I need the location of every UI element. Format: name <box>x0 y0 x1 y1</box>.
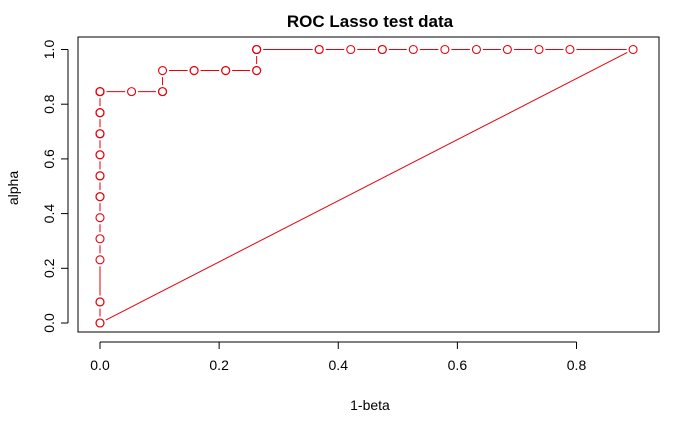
y-tick-label: 1.0 <box>41 40 57 60</box>
data-point <box>565 44 575 55</box>
data-point <box>252 66 262 76</box>
data-point <box>221 66 231 76</box>
data-point <box>628 44 638 55</box>
y-tick-label: 0.8 <box>41 94 57 114</box>
data-point <box>408 44 418 55</box>
x-tick-label: 0.2 <box>209 357 229 373</box>
data-point <box>534 44 544 55</box>
data-point <box>346 44 356 55</box>
data-point <box>95 150 105 160</box>
data-point <box>95 192 105 202</box>
data-point <box>127 87 137 97</box>
data-point <box>252 44 262 55</box>
data-point <box>157 66 168 76</box>
data-point <box>471 44 481 55</box>
data-point <box>189 66 199 76</box>
data-point <box>95 171 105 181</box>
data-point <box>502 44 512 55</box>
data-point <box>157 87 168 97</box>
y-tick-label: 0.0 <box>41 313 57 333</box>
data-point <box>95 87 105 97</box>
data-point <box>95 318 105 328</box>
x-tick-label: 0.6 <box>448 357 468 373</box>
x-axis-label: 1-beta <box>350 397 390 413</box>
x-tick-label: 0.4 <box>329 357 349 373</box>
x-tick-label: 0.8 <box>567 357 587 373</box>
y-axis: 0.0 0.2 0.4 0.6 0.8 1.0 <box>41 40 69 333</box>
y-tick-label: 0.6 <box>41 149 57 169</box>
series-segment <box>105 52 628 321</box>
y-tick-label: 0.4 <box>41 204 57 224</box>
data-point <box>314 44 324 55</box>
data-point <box>95 234 105 244</box>
data-point <box>95 129 105 139</box>
y-tick-label: 0.2 <box>41 258 57 278</box>
data-point <box>95 108 105 118</box>
data-point <box>377 44 387 55</box>
data-point <box>440 44 450 55</box>
x-tick-label: 0.0 <box>90 357 110 373</box>
data-point <box>95 213 105 223</box>
data-point <box>95 255 105 265</box>
series-layer <box>95 44 638 328</box>
plot-frame <box>77 36 660 333</box>
y-axis-label: alpha <box>5 171 21 205</box>
data-point <box>95 297 105 307</box>
chart-title: ROC Lasso test data <box>287 12 454 31</box>
x-axis: 0.0 0.2 0.4 0.6 0.8 <box>90 341 587 373</box>
